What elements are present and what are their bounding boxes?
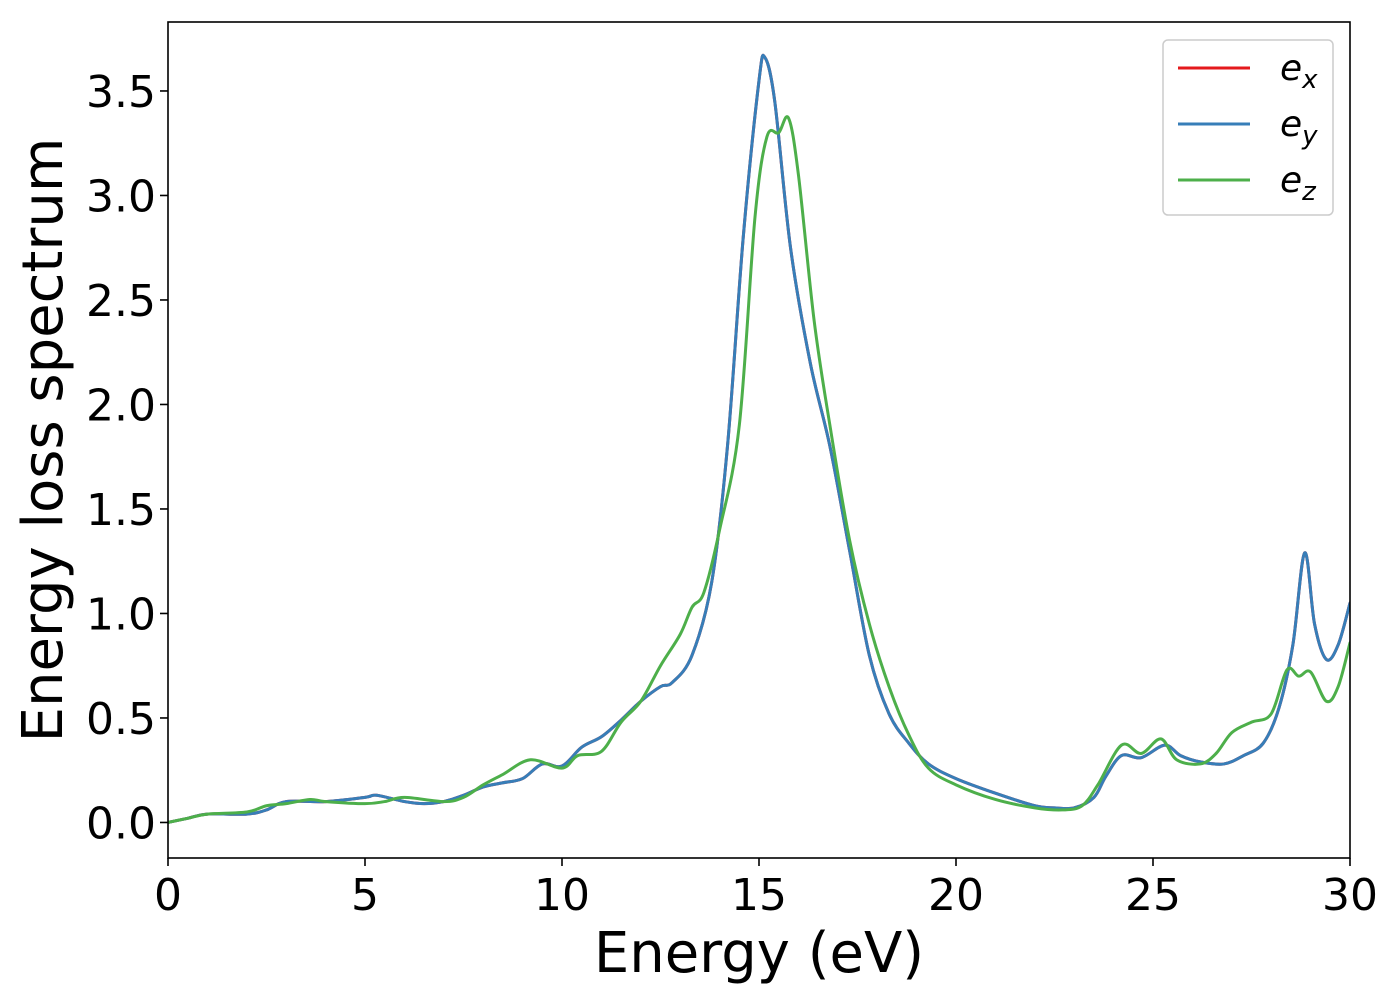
x-tick-label: 20 — [928, 870, 984, 921]
x-tick-label: 25 — [1125, 870, 1181, 921]
y-axis-title: Energy loss spectrum — [11, 138, 76, 743]
legend-box — [1162, 39, 1334, 216]
y-tick-label: 1.5 — [86, 485, 156, 536]
legend-label-ex: ex — [1280, 48, 1318, 95]
series-line-ey — [168, 53, 1350, 824]
x-tick-label: 30 — [1322, 870, 1378, 921]
x-axis-ticks: 0 5 10 15 20 25 30 — [154, 858, 1378, 921]
x-axis-title: Energy (eV) — [594, 921, 924, 986]
y-tick-label: 1.0 — [86, 589, 156, 640]
y-tick-label: 3.0 — [86, 171, 156, 222]
series-line-ez — [168, 115, 1350, 824]
y-tick-label: 0.5 — [86, 694, 156, 745]
legend-label-ez: ez — [1280, 160, 1317, 207]
series-lines — [168, 53, 1350, 824]
legend-label-ey: ey — [1280, 104, 1318, 151]
y-tick-label: 0.0 — [86, 798, 156, 849]
x-tick-label: 15 — [731, 870, 787, 921]
y-axis-ticks: 0.0 0.5 1.0 1.5 2.0 2.5 3.0 3.5 — [86, 67, 168, 849]
y-tick-label: 2.0 — [86, 380, 156, 431]
x-tick-label: 10 — [534, 870, 590, 921]
y-tick-label: 3.5 — [86, 67, 156, 118]
legend: ex ey ez — [1162, 39, 1334, 216]
x-tick-label: 5 — [351, 870, 379, 921]
x-tick-label: 0 — [154, 870, 182, 921]
y-tick-label: 2.5 — [86, 276, 156, 327]
